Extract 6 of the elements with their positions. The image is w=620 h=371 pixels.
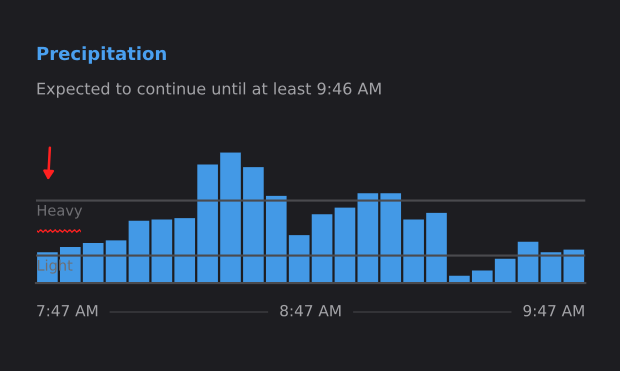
- text: 7:47 AM: [37, 305, 98, 316]
- text: 9:47 AM: [523, 304, 584, 316]
- text: 8:47 AM: [280, 304, 341, 316]
- chart-title: Precipitation: [38, 46, 166, 64]
- ref-line-label: Heavy: [38, 204, 82, 219]
- chart-subtitle: Expected to continue until at least 9:46 AM: [38, 82, 381, 98]
